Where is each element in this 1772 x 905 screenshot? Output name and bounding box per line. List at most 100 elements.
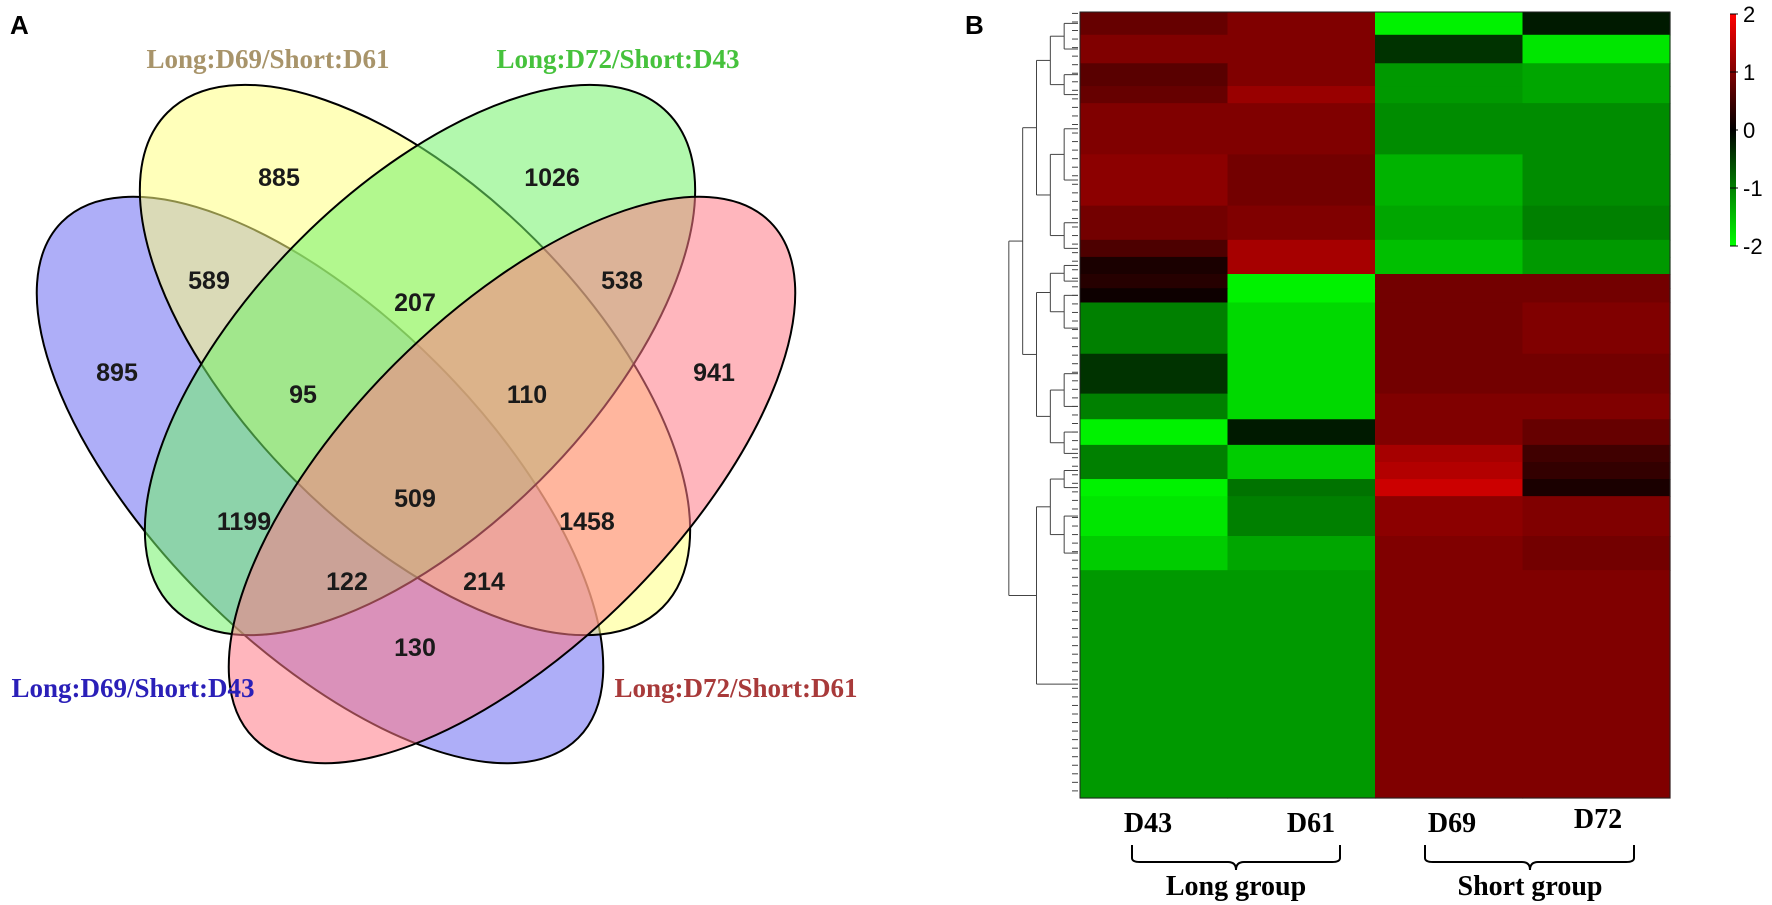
region-count-s2-s4: 1458 (559, 508, 615, 536)
set-label-long-d69-short-d61: Long:D69/Short:D61 (146, 44, 389, 74)
heatmap-cell (1375, 479, 1524, 497)
heatmap-cell (1080, 274, 1229, 289)
short-group-label: Short group (1458, 871, 1603, 902)
heatmap-cell (1227, 154, 1376, 207)
heatmap-cell (1522, 274, 1671, 289)
column-label-d61: D61 (1287, 808, 1335, 839)
heatmap-cell (1227, 103, 1376, 155)
set-label-long-d72-short-d61: Long:D72/Short:D61 (614, 673, 857, 703)
heatmap-cell (1080, 393, 1229, 420)
heatmap-cell (1375, 302, 1524, 355)
heatmap-cell (1080, 205, 1229, 241)
heatmap-cell (1375, 274, 1524, 289)
heatmap-cell (1227, 63, 1376, 87)
column-label-d69: D69 (1428, 808, 1476, 839)
heatmap-cell (1227, 536, 1376, 571)
heatmap-cell (1522, 353, 1671, 395)
heatmap-cell (1080, 154, 1229, 207)
venn-region-counts: 895 885 1026 941 589 207 538 95 110 1199… (96, 164, 735, 662)
heatmap-cell (1227, 274, 1376, 289)
heatmap-cell (1522, 239, 1671, 258)
region-count-only-s3: 1026 (524, 164, 580, 192)
heatmap-cell (1375, 536, 1524, 571)
color-scale-tick-label: 2 (1743, 2, 1755, 27)
column-label-d72: D72 (1574, 804, 1622, 835)
heatmap-cell (1080, 419, 1229, 446)
heatmap-cell (1522, 536, 1671, 571)
heatmap-cell (1375, 103, 1524, 155)
panel-a-letter: A (10, 10, 29, 40)
region-count-s2-s3: 207 (394, 289, 436, 317)
heatmap-cell (1522, 256, 1671, 275)
color-scale-tick-label: -2 (1743, 234, 1763, 259)
heatmap-frame (1079, 11, 1671, 799)
color-scale-ticks: 2 1 0 -1 -2 (1730, 2, 1763, 259)
heatmap-cell (1080, 302, 1229, 355)
heatmap-cell (1080, 570, 1229, 799)
set-label-long-d69-short-d43: Long:D69/Short:D43 (11, 673, 254, 703)
heatmap-cell (1080, 63, 1229, 87)
heatmap-cell (1522, 570, 1671, 799)
heatmap-cell (1227, 496, 1376, 537)
heatmap-cell (1227, 570, 1376, 799)
heatmap-cell (1375, 239, 1524, 258)
heatmap-cell (1080, 239, 1229, 258)
heatmap-cell (1522, 103, 1671, 155)
heatmap-cell (1227, 461, 1376, 480)
heatmap-cell (1227, 12, 1376, 36)
heatmap-cell (1227, 393, 1376, 420)
heatmap-cell (1375, 63, 1524, 87)
heatmap-cell (1375, 496, 1524, 537)
heatmap-cell (1080, 496, 1229, 537)
region-count-s1-s3-s4: 122 (326, 568, 368, 596)
heatmap-cell (1375, 353, 1524, 395)
heatmap-cell (1522, 63, 1671, 87)
heatmap-cell (1227, 353, 1376, 395)
heatmap-cell (1227, 34, 1376, 64)
region-count-s1-s3: 1199 (217, 508, 271, 536)
heatmap-cell (1227, 288, 1376, 304)
long-group-brace (1131, 845, 1341, 871)
heatmap-cell (1375, 34, 1524, 64)
heatmap-cell (1080, 103, 1229, 155)
heatmap-cell (1080, 461, 1229, 480)
heatmap-cell (1375, 205, 1524, 241)
heatmap-cell (1080, 536, 1229, 571)
heatmap-cells (1080, 12, 1671, 799)
heatmap-cell (1522, 288, 1671, 304)
region-count-only-s1: 895 (96, 359, 138, 387)
heatmap-cell (1522, 302, 1671, 355)
heatmap-cell (1080, 479, 1229, 497)
heatmap-cell (1080, 256, 1229, 275)
region-count-s3-s4: 538 (601, 267, 643, 295)
region-count-s1-s2-s3: 95 (289, 381, 317, 409)
heatmap-cell (1227, 419, 1376, 446)
heatmap-cell (1375, 444, 1524, 463)
heatmap-cell (1375, 86, 1524, 104)
region-count-all-sets: 509 (394, 485, 436, 513)
region-count-s1-s4: 130 (394, 634, 436, 662)
color-scale-tick-label: 0 (1743, 118, 1755, 143)
heatmap-cell (1522, 154, 1671, 207)
heatmap-cell (1080, 288, 1229, 304)
heatmap-cell (1375, 393, 1524, 420)
set-label-long-d72-short-d43: Long:D72/Short:D43 (496, 44, 739, 74)
region-count-only-s2: 885 (258, 164, 300, 192)
heatmap-cell (1227, 239, 1376, 258)
short-group-brace (1424, 845, 1635, 871)
panel-b-letter: B (965, 10, 984, 40)
heatmap-cell (1522, 444, 1671, 463)
heatmap-cell (1080, 444, 1229, 463)
venn-diagram (35, 83, 797, 765)
heatmap-cell (1227, 302, 1376, 355)
heatmap-cell (1375, 256, 1524, 275)
region-count-s1-s2: 589 (188, 267, 230, 295)
heatmap-cell (1522, 86, 1671, 104)
region-count-s1-s2-s4: 214 (463, 568, 505, 596)
heatmap-cell (1522, 34, 1671, 64)
heatmap-cell (1080, 12, 1229, 36)
heatmap-cell (1227, 205, 1376, 241)
heatmap-cell (1375, 570, 1524, 799)
heatmap-cell (1227, 479, 1376, 497)
